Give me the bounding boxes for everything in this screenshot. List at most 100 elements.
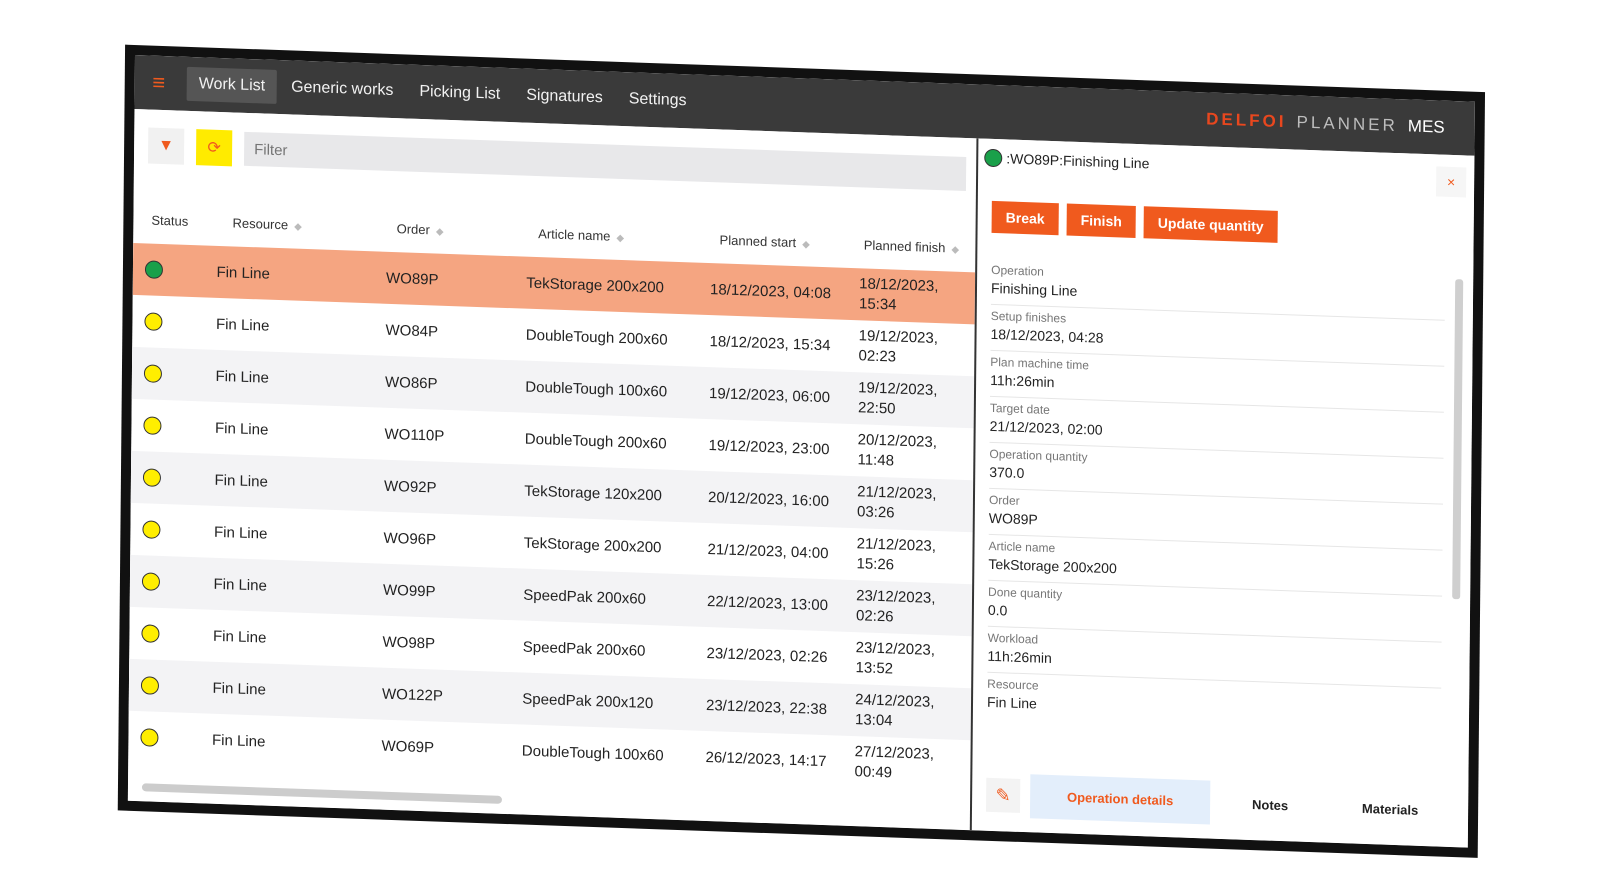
- status-dot-icon: [144, 260, 164, 279]
- edit-icon: ✎: [995, 784, 1011, 806]
- planned-start-cell: 26/12/2023, 14:17: [705, 748, 827, 770]
- status-cell: [133, 260, 201, 280]
- status-cell: [128, 728, 196, 748]
- article-cell: TekStorage 200x200: [526, 274, 665, 296]
- finish-time: 11:48: [857, 451, 895, 470]
- finish-time: 13:52: [855, 659, 894, 678]
- finish-time: 02:26: [855, 607, 894, 626]
- status-cell: [129, 624, 197, 644]
- header-planned-start[interactable]: Planned start ◆: [706, 231, 850, 251]
- header-article-label: Article name: [538, 225, 611, 244]
- status-cell: [131, 416, 199, 436]
- status-dot-icon: [144, 312, 163, 331]
- tab-settings[interactable]: Settings: [628, 90, 687, 110]
- work-list-pane: ▼ ⟳ Status Resource ◆ Order ◆ Article name…: [127, 108, 977, 831]
- header-order[interactable]: Order ◆: [377, 220, 523, 240]
- close-button[interactable]: ×: [1436, 166, 1467, 198]
- order-cell: WO92P: [383, 477, 437, 497]
- status-cell: [132, 312, 200, 332]
- status-dot-icon: [143, 416, 162, 435]
- tab-picking-list[interactable]: Picking List: [419, 82, 501, 103]
- resource-cell: Fin Line: [216, 263, 270, 283]
- resource-cell: Fin Line: [214, 471, 268, 491]
- work-list-rows: Fin Line WO89P TekStorage 200x200 18/12/202…: [128, 242, 976, 792]
- menu-icon[interactable]: ≡: [152, 69, 166, 96]
- planned-start-cell: 21/12/2023, 04:00: [707, 540, 829, 562]
- finish-time: 22:50: [857, 399, 896, 418]
- horizontal-scrollbar[interactable]: [141, 783, 502, 804]
- tab-notes[interactable]: Notes: [1251, 796, 1289, 813]
- main-tabs: Work List Generic works Picking List Sig…: [186, 66, 701, 119]
- monitor-frame: ≡ Work List Generic works Picking List S…: [127, 55, 1475, 848]
- article-cell: DoubleTough 100x60: [521, 742, 664, 764]
- article-cell: DoubleTough 100x60: [525, 378, 668, 401]
- article-cell: TekStorage 120x200: [524, 482, 663, 504]
- finish-time: 00:49: [854, 763, 893, 782]
- list-toolbar: ▼ ⟳: [147, 127, 967, 192]
- header-resource[interactable]: Resource ◆: [216, 214, 376, 235]
- resource-cell: Fin Line: [212, 627, 267, 647]
- planned-finish-cell: 23/12/2023, 13:52: [841, 638, 971, 683]
- operation-details: Operation Finishing Line Setup finishes 18/…: [986, 258, 1446, 725]
- status-cell: [130, 520, 198, 540]
- header-finish-label: Planned finish: [863, 236, 946, 255]
- tab-work-list[interactable]: Work List: [186, 66, 278, 104]
- panel-title-text: :WO89P:Finishing Line: [1006, 150, 1150, 172]
- finish-button[interactable]: Finish: [1066, 203, 1136, 238]
- vertical-scrollbar[interactable]: [1452, 279, 1464, 600]
- planned-finish-cell: 18/12/2023, 15:34: [845, 274, 975, 319]
- planned-finish-cell: 19/12/2023, 02:23: [844, 326, 974, 371]
- article-cell: SpeedPak 200x60: [523, 586, 647, 608]
- filter-button[interactable]: ▼: [147, 127, 185, 165]
- sort-icon: ◆: [951, 244, 960, 256]
- brand-planner: PLANNER: [1296, 112, 1398, 136]
- app-screen: ≡ Work List Generic works Picking List S…: [127, 55, 1475, 848]
- header-article[interactable]: Article name ◆: [522, 225, 706, 246]
- status-cell: [129, 676, 197, 696]
- header-planned-finish[interactable]: Planned finish ◆: [850, 236, 976, 255]
- filter-input[interactable]: [243, 131, 967, 192]
- resource-cell: Fin Line: [211, 731, 266, 751]
- header-status: Status: [151, 212, 189, 229]
- resource-cell: Fin Line: [215, 367, 269, 387]
- finish-time: 03:26: [856, 503, 895, 522]
- tab-materials[interactable]: Materials: [1361, 800, 1419, 818]
- update-quantity-button[interactable]: Update quantity: [1143, 206, 1278, 243]
- finish-time: 15:26: [856, 555, 895, 574]
- refresh-button[interactable]: ⟳: [195, 129, 233, 167]
- sort-icon: ◆: [802, 238, 810, 251]
- resource-cell: Fin Line: [213, 575, 267, 595]
- planned-start-cell: 19/12/2023, 06:00: [708, 384, 831, 406]
- edit-button[interactable]: ✎: [985, 777, 1021, 813]
- finish-time: 15:34: [858, 295, 897, 314]
- tab-signatures[interactable]: Signatures: [526, 86, 603, 107]
- finish-time: 02:23: [858, 347, 897, 366]
- planned-start-cell: 18/12/2023, 04:08: [709, 280, 832, 302]
- finish-time: 13:04: [854, 711, 893, 730]
- resource-cell: Fin Line: [213, 523, 268, 543]
- panel-title: :WO89P:Finishing Line: [984, 148, 1150, 173]
- planned-finish-cell: 21/12/2023, 15:26: [842, 534, 972, 579]
- resource-cell: Fin Line: [212, 679, 266, 699]
- planned-start-cell: 23/12/2023, 22:38: [705, 696, 828, 718]
- brand-delfoi: DELFOI: [1206, 109, 1287, 132]
- operation-panel: :WO89P:Finishing Line × Break Finish Upd…: [969, 138, 1475, 848]
- planned-start-cell: 20/12/2023, 16:00: [707, 488, 830, 510]
- order-cell: WO110P: [384, 425, 445, 445]
- resource-cell: Fin Line: [214, 419, 269, 439]
- order-cell: WO96P: [383, 529, 437, 549]
- planned-finish-cell: 21/12/2023, 03:26: [843, 482, 973, 527]
- article-cell: DoubleTough 200x60: [525, 326, 668, 349]
- planned-finish-cell: 27/12/2023, 00:49: [840, 742, 970, 787]
- break-button[interactable]: Break: [991, 200, 1059, 236]
- status-dot-icon: [140, 676, 160, 695]
- tab-generic-works[interactable]: Generic works: [291, 78, 394, 100]
- sort-icon: ◆: [435, 226, 444, 238]
- brand-logo: DELFOI PLANNER MES: [1206, 109, 1445, 137]
- status-dot-icon: [141, 572, 161, 591]
- brand-mes: MES: [1407, 116, 1445, 137]
- funnel-icon: ▼: [158, 136, 175, 155]
- resource-cell: Fin Line: [215, 315, 270, 335]
- planned-finish-cell: 20/12/2023, 11:48: [843, 430, 973, 475]
- tab-operation-details[interactable]: Operation details: [1029, 774, 1211, 825]
